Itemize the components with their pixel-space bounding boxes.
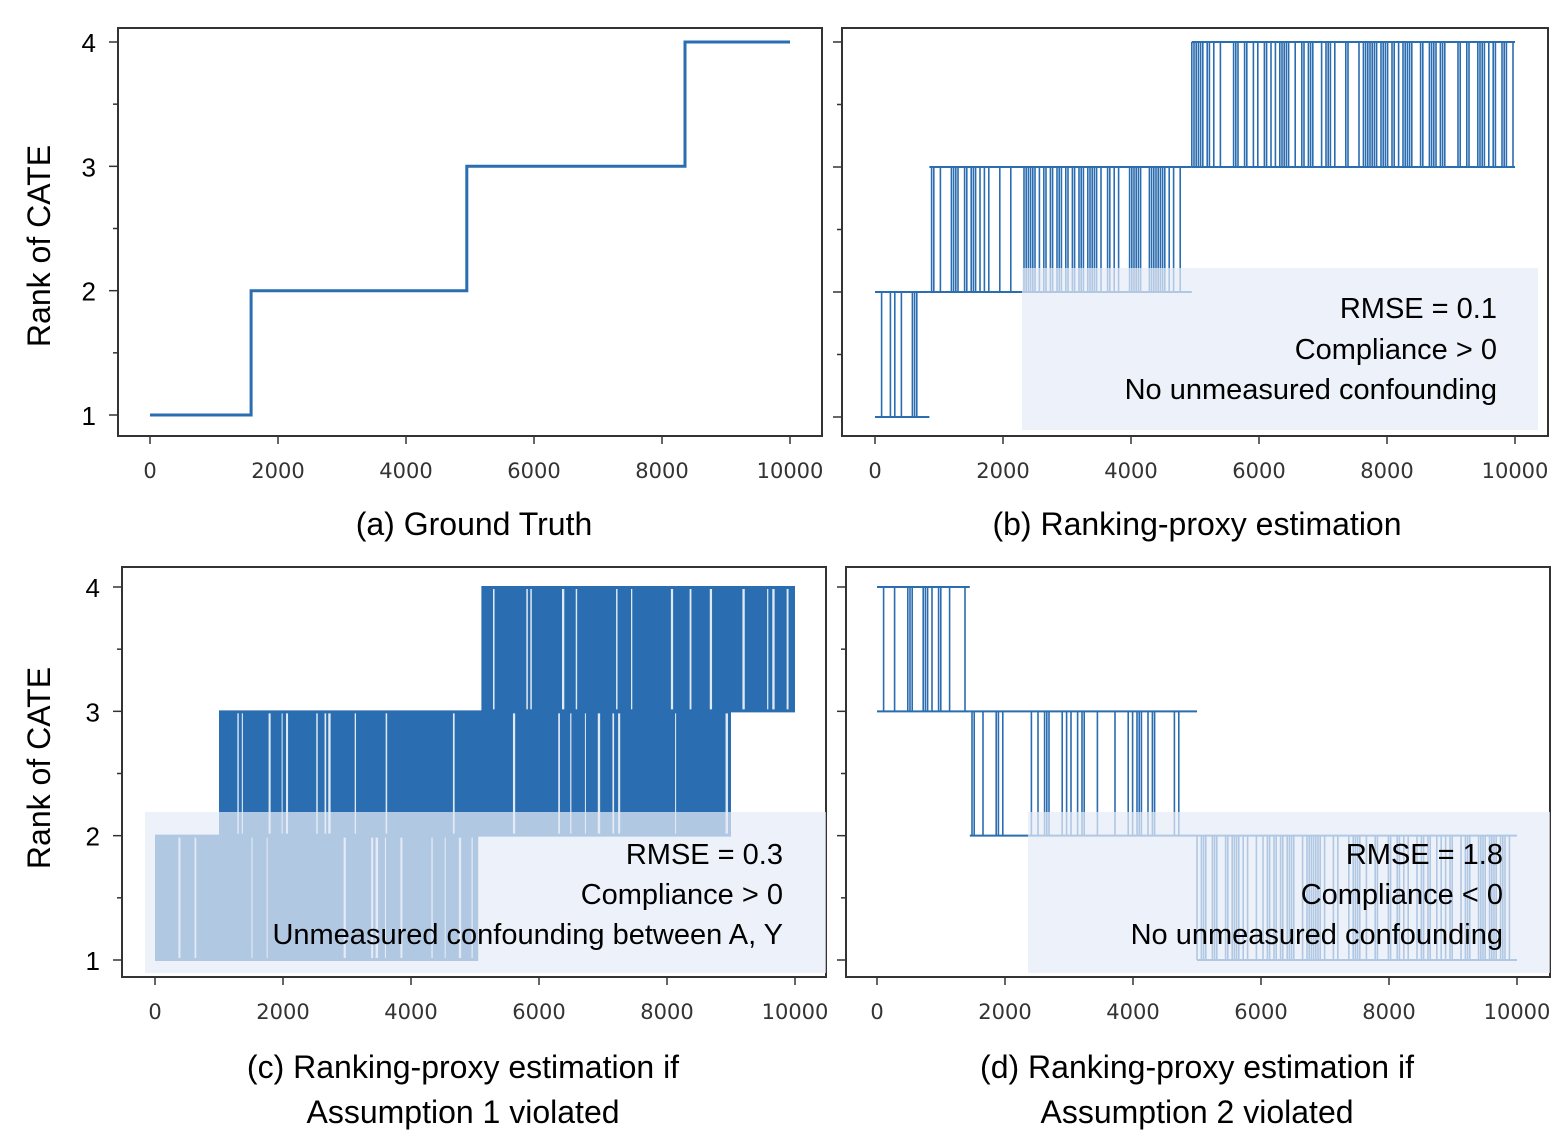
y-axis-label: Rank of CATE <box>21 145 57 347</box>
axes-frame <box>841 27 1549 437</box>
annotation-text: Compliance < 0 <box>1301 879 1503 911</box>
x-tick-label: 2000 <box>251 459 304 483</box>
series-line <box>150 40 790 417</box>
y-tick-label: 1 <box>82 401 96 431</box>
annotation-text: No unmeasured confounding <box>1131 919 1503 951</box>
panel-caption: Assumption 1 violated <box>306 1094 619 1130</box>
annotation-text: RMSE = 0.3 <box>626 839 783 871</box>
x-tick-label: 2000 <box>976 459 1029 483</box>
x-tick-label: 0 <box>143 459 156 483</box>
x-tick-label: 10000 <box>1484 1000 1551 1024</box>
y-tick-label: 4 <box>86 573 100 603</box>
y-tick-label: 3 <box>82 152 96 182</box>
panel-caption: (a) Ground Truth <box>356 506 593 542</box>
panel-c: 0 2000 4000 6000 8000 10000 1 2 3 4 Rank of CATE RM… <box>21 566 829 1130</box>
x-tick-label: 4000 <box>1106 1000 1159 1024</box>
annotation-box <box>1028 812 1550 973</box>
annotation-box <box>145 812 826 973</box>
annotation-text: Compliance > 0 <box>581 879 783 911</box>
x-tick-label: 10000 <box>762 1000 829 1024</box>
x-tick-label: 6000 <box>1232 459 1285 483</box>
annotation-text: RMSE = 1.8 <box>1346 839 1503 871</box>
y-tick-label: 3 <box>86 697 100 727</box>
annotation-text: No unmeasured confounding <box>1125 374 1497 406</box>
x-tick-label: 6000 <box>1234 1000 1287 1024</box>
x-tick-label: 4000 <box>384 1000 437 1024</box>
y-tick-label: 1 <box>86 946 100 976</box>
annotation-box <box>1022 268 1538 430</box>
panel-caption: (c) Ranking-proxy estimation if <box>247 1049 679 1085</box>
panel-b: 0 2000 4000 6000 8000 10000 RMSE = 0.1 Complian… <box>833 27 1549 542</box>
axes-frame <box>121 566 827 978</box>
y-axis-label: Rank of CATE <box>21 667 57 869</box>
panel-a: 0 2000 4000 6000 8000 10000 1 2 3 4 Rank of CATE (a… <box>21 27 824 542</box>
y-tick-label: 2 <box>86 822 100 852</box>
panel-d: 0 2000 4000 6000 8000 10000 RMSE = 1.8 Complian… <box>837 566 1551 1130</box>
x-tick-label: 10000 <box>757 459 824 483</box>
axes-frame <box>845 566 1551 978</box>
panel-caption: (b) Ranking-proxy estimation <box>992 506 1401 542</box>
x-tick-label: 8000 <box>1360 459 1413 483</box>
segment-fill <box>481 587 795 712</box>
segment-0 <box>877 586 970 713</box>
x-tick-label: 6000 <box>512 1000 565 1024</box>
x-tick-label: 0 <box>870 1000 883 1024</box>
x-tick-label: 2000 <box>978 1000 1031 1024</box>
x-tick-label: 4000 <box>1104 459 1157 483</box>
x-tick-label: 6000 <box>507 459 560 483</box>
segment-1 <box>969 710 1197 837</box>
x-tick-label: 10000 <box>1482 459 1549 483</box>
x-tick-label: 8000 <box>1362 1000 1415 1024</box>
annotation-text: Compliance > 0 <box>1295 334 1497 366</box>
x-tick-label: 4000 <box>379 459 432 483</box>
panel-caption: Assumption 2 violated <box>1040 1094 1353 1130</box>
x-tick-label: 8000 <box>640 1000 693 1024</box>
annotation-text: Unmeasured confounding between A, Y <box>272 919 783 951</box>
panel-caption: (d) Ranking-proxy estimation if <box>980 1049 1414 1085</box>
segment-0 <box>875 291 930 418</box>
segment-1 <box>929 166 1035 293</box>
annotation-text: RMSE = 0.1 <box>1340 293 1497 325</box>
segment-3 <box>1191 41 1515 168</box>
segment-2 <box>481 586 800 713</box>
y-tick-label: 4 <box>82 28 96 58</box>
x-tick-label: 2000 <box>256 1000 309 1024</box>
axes-frame <box>117 27 823 437</box>
y-tick-label: 2 <box>82 277 96 307</box>
x-tick-label: 0 <box>868 459 881 483</box>
x-tick-label: 8000 <box>635 459 688 483</box>
x-tick-label: 0 <box>148 1000 161 1024</box>
